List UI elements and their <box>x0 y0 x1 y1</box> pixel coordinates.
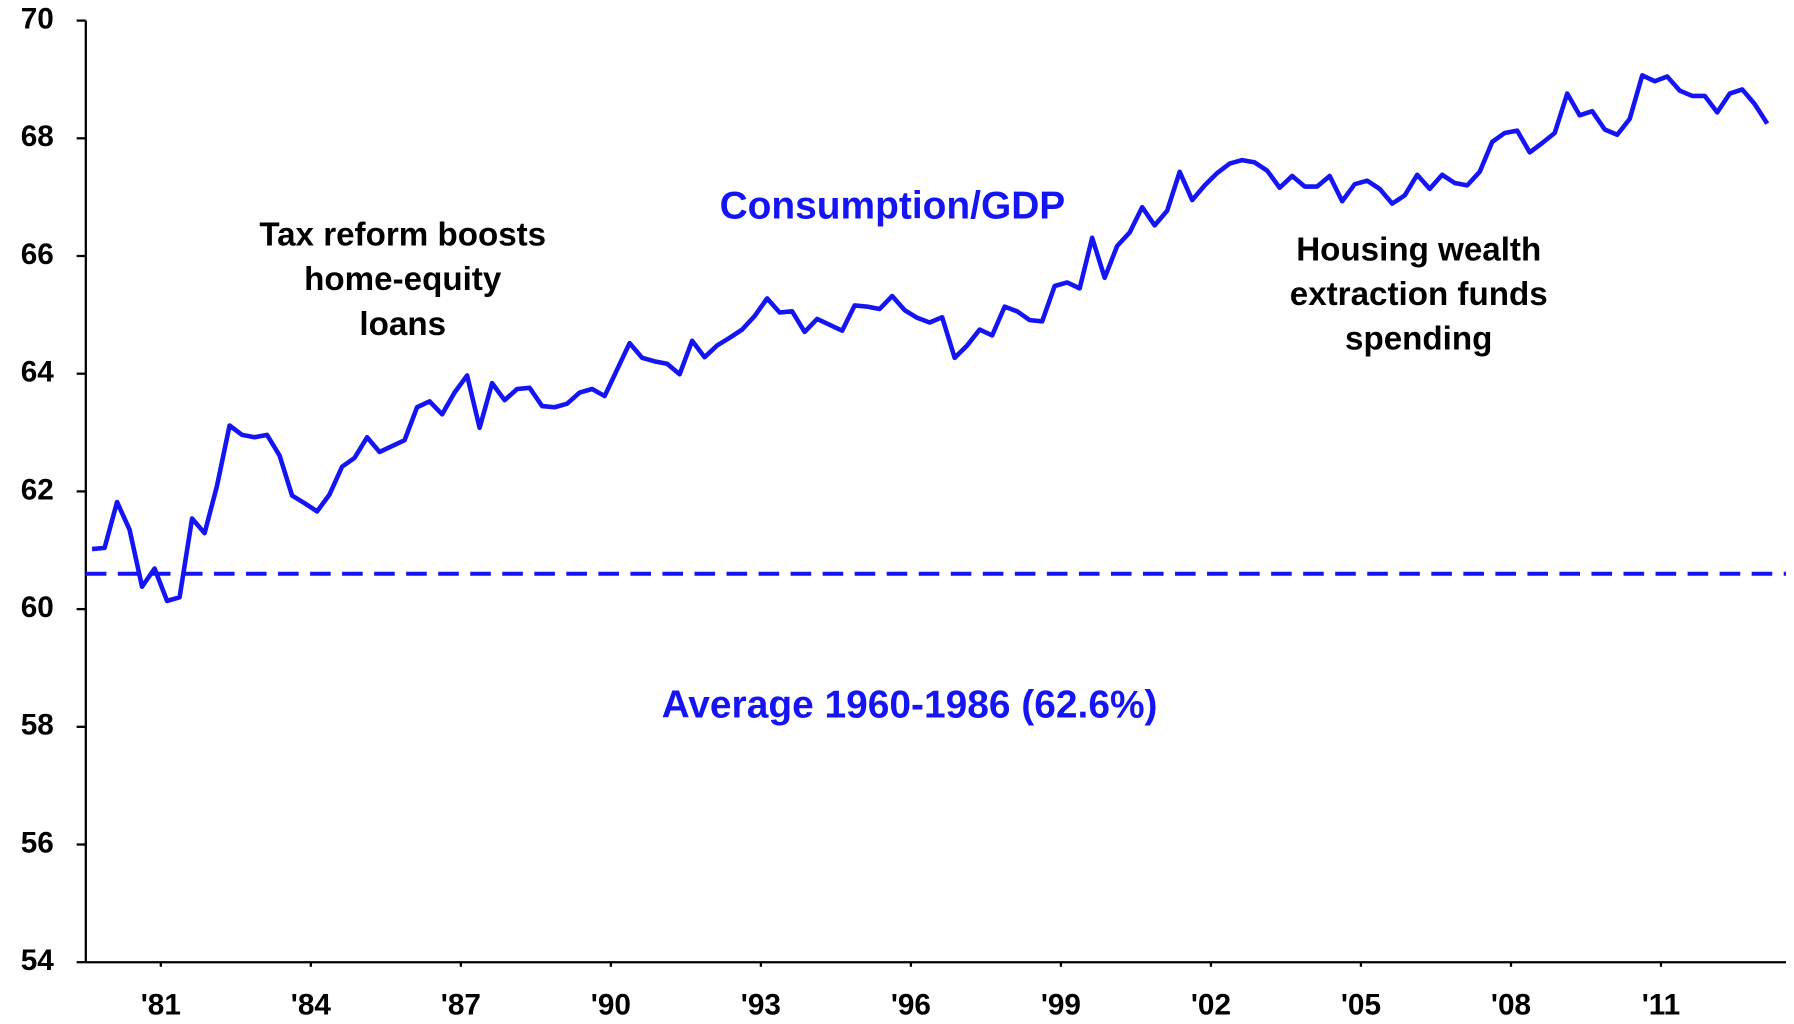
reference-label: Average 1960-1986 (62.6%) <box>662 683 1158 726</box>
y-tick-label: 54 <box>21 944 55 977</box>
y-tick-label: 68 <box>21 120 54 153</box>
series-label: Consumption/GDP <box>720 185 1066 228</box>
annotation: spending <box>1345 321 1492 358</box>
x-tick-label: '08 <box>1491 989 1531 1022</box>
annotation: Housing wealth <box>1296 231 1541 268</box>
x-tick-label: '81 <box>141 989 181 1022</box>
annotation: extraction funds <box>1290 276 1548 313</box>
y-tick-label: 66 <box>21 238 54 271</box>
annotation: home-equity <box>304 261 502 298</box>
x-tick-label: '96 <box>891 989 931 1022</box>
y-tick-label: 62 <box>21 473 54 506</box>
y-tick-label: 58 <box>21 709 54 742</box>
x-tick-label: '05 <box>1341 989 1381 1022</box>
x-tick-label: '11 <box>1642 989 1681 1022</box>
x-tick-label: '87 <box>441 989 481 1022</box>
y-tick-label: 64 <box>21 356 55 389</box>
x-tick-label: '90 <box>591 989 631 1022</box>
x-tick-label: '93 <box>741 989 781 1022</box>
y-tick-label: 70 <box>21 2 54 35</box>
y-tick-label: 56 <box>21 826 54 859</box>
annotation: loans <box>359 306 446 343</box>
annotation: Tax reform boosts <box>259 217 546 254</box>
x-tick-label: '84 <box>291 989 332 1022</box>
y-tick-label: 60 <box>21 591 54 624</box>
data-line <box>91 73 1770 604</box>
x-tick-label: '99 <box>1041 989 1081 1022</box>
x-tick-label: '02 <box>1191 989 1231 1022</box>
